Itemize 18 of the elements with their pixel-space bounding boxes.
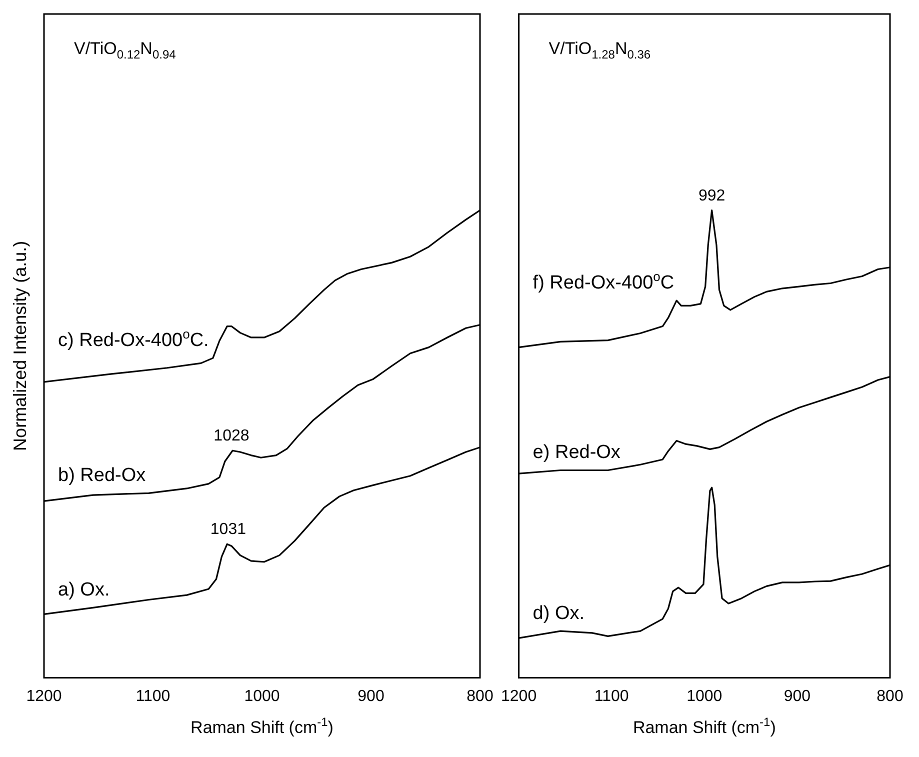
- x-tick-label: 1200: [501, 688, 537, 705]
- x-tick-label: 1100: [594, 688, 629, 705]
- x-tick-label: 1200: [26, 688, 62, 705]
- annotation: 1031: [210, 521, 246, 538]
- series-label: b) Red-Ox: [58, 465, 146, 486]
- y-axis-title: Normalized Intensity (a.u.): [10, 240, 30, 451]
- series-label: e) Red-Ox: [532, 442, 621, 464]
- x-tick-label: 1000: [686, 688, 722, 705]
- annotation: 1028: [214, 428, 250, 445]
- x-tick-label: 900: [358, 688, 384, 705]
- x-tick-label: 800: [466, 688, 494, 705]
- x-tick-label: 1000: [244, 688, 280, 705]
- x-tick-label: 900: [784, 688, 811, 705]
- x-tick-label: 800: [876, 688, 904, 705]
- series-label: d) Ox.: [532, 603, 585, 624]
- series-label: a) Ox.: [58, 580, 110, 601]
- x-tick-label: 1100: [136, 688, 170, 705]
- annotation: 992: [698, 187, 726, 204]
